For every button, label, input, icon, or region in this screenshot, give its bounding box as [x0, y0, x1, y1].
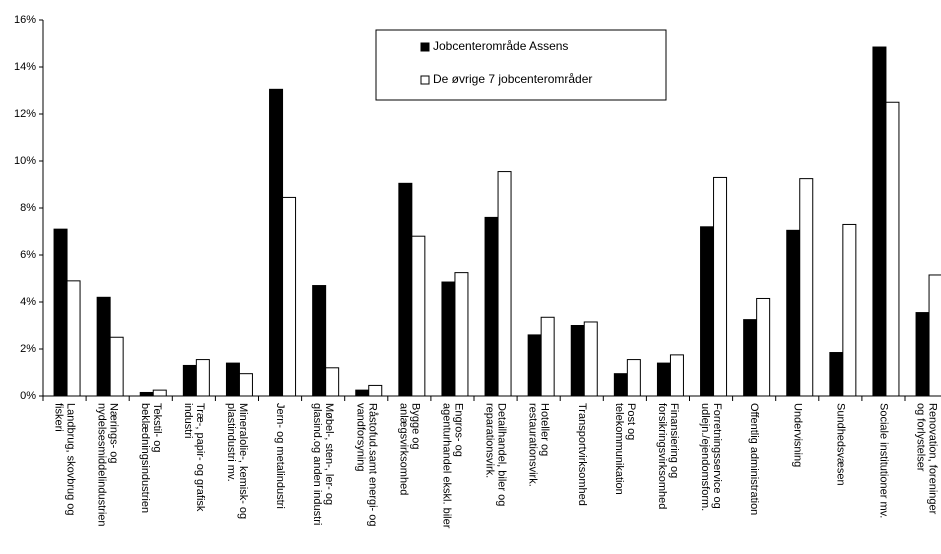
x-tick-label: Offentlig administration	[748, 403, 761, 516]
bar	[842, 223, 857, 397]
y-tick-label: 2%	[20, 343, 36, 355]
bar	[743, 319, 758, 397]
bar	[109, 336, 124, 397]
bar	[583, 321, 598, 397]
bar	[786, 229, 801, 397]
x-tick-label: Hoteller og restaurationsvirk.	[526, 403, 551, 487]
x-tick-label: Engros- og agenturhandel ekskl. biler	[440, 403, 465, 529]
bar	[700, 226, 715, 397]
y-tick-label: 10%	[14, 155, 36, 167]
bar	[613, 373, 628, 397]
bar	[928, 274, 941, 397]
bar	[53, 228, 68, 397]
bar	[570, 325, 585, 397]
bar	[756, 297, 771, 397]
legend-box	[375, 29, 667, 101]
x-tick-label: Sundhedsvæsen	[834, 403, 847, 486]
y-tick-label: 4%	[20, 296, 36, 308]
y-tick-label: 8%	[20, 202, 36, 214]
y-tick-label: 12%	[14, 108, 36, 120]
x-tick-label: Jern- og metalindustri	[274, 403, 287, 509]
legend-swatch	[420, 75, 430, 85]
bar	[238, 373, 253, 397]
bar	[368, 384, 383, 397]
bar	[269, 88, 284, 397]
bar	[139, 391, 154, 397]
bar	[829, 352, 844, 397]
bar	[799, 178, 814, 397]
x-tick-label: Bygge og anlægsvirksomhed	[397, 403, 422, 496]
x-tick-label: Tekstil- og beklædningsindustrien	[138, 403, 163, 514]
bar	[885, 101, 900, 397]
x-tick-label: Træ-, papir- og grafisk industri	[181, 403, 206, 512]
x-tick-label: Møbel-, sten-, ler- og glasind.og anden …	[311, 403, 336, 526]
bar	[398, 182, 413, 397]
bar	[441, 281, 456, 397]
bar	[225, 362, 240, 397]
bar	[282, 196, 297, 397]
bar	[152, 389, 167, 397]
bar	[182, 364, 197, 397]
bar	[66, 280, 81, 397]
bar	[527, 334, 542, 397]
x-tick-label: Landbrug, skovbrug og fiskeri	[52, 403, 77, 516]
y-tick-label: 14%	[14, 61, 36, 73]
bar	[312, 285, 327, 397]
bar	[454, 272, 469, 397]
bar	[96, 296, 111, 397]
y-tick-label: 0%	[20, 390, 36, 402]
x-tick-label: Råstofud.samt energi- og vandforsyning	[354, 403, 379, 527]
legend-swatch	[420, 42, 430, 52]
bar	[484, 216, 499, 397]
x-tick-label: Transportvirksomhed	[575, 403, 588, 506]
legend-label: Jobcenterområde Assens	[433, 39, 568, 53]
x-tick-label: Forretningsservice og udlejn./ejendomsfo…	[699, 403, 724, 512]
bar	[626, 359, 641, 397]
x-tick-label: Detailhandel, biler og reparationsvirk.	[483, 403, 508, 507]
x-tick-label: Finansiering og forsikringsvirksomhed	[655, 403, 680, 510]
bar	[411, 235, 426, 397]
x-tick-label: Undervisning	[791, 403, 804, 468]
legend-label: De øvrige 7 jobcenterområder	[433, 72, 592, 86]
x-tick-label: Post og telekommunikation	[612, 403, 637, 495]
bar	[669, 354, 684, 397]
x-tick-label: Renovation, foreninger og forlystelser	[914, 403, 939, 515]
y-tick-label: 16%	[14, 14, 36, 26]
bar	[656, 362, 671, 397]
bar	[713, 176, 728, 397]
bar	[325, 367, 340, 397]
bar	[497, 171, 512, 397]
x-tick-label: Nærings- og nydelsesmiddelindustrien	[95, 403, 120, 527]
bar	[355, 389, 370, 397]
y-tick-label: 6%	[20, 249, 36, 261]
bar	[915, 312, 930, 397]
x-tick-label: Mineralolie-, kemisk- og plastindustri m…	[224, 403, 249, 520]
x-tick-label: Sociale institutioner mv.	[877, 403, 890, 519]
bar	[540, 316, 555, 397]
bar	[195, 359, 210, 397]
bar	[872, 46, 887, 397]
